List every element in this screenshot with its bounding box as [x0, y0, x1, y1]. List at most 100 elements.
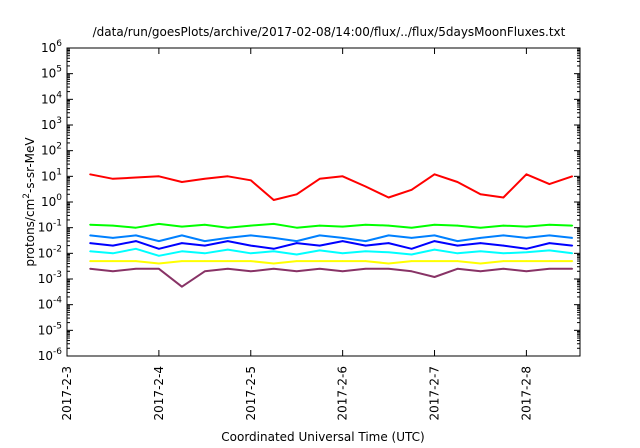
series-5-point	[525, 251, 528, 254]
series-4-point	[89, 242, 91, 244]
y-tick-label: 10-5	[38, 321, 62, 337]
series-4-point	[250, 244, 252, 247]
series-4-point	[204, 244, 206, 247]
series-7-point	[272, 268, 275, 270]
series-7-point	[318, 268, 321, 270]
series-1-point	[364, 185, 367, 188]
y-tick-label: 105	[41, 65, 62, 81]
series-1-point	[204, 178, 206, 180]
series-3-point	[479, 237, 482, 239]
series-line-7	[89, 267, 573, 288]
series-5-point	[479, 250, 482, 253]
series-6-point	[158, 262, 160, 265]
series-1-point	[250, 179, 252, 182]
series-6-point	[272, 262, 275, 265]
series-2-point	[158, 223, 160, 225]
series-4-point	[525, 248, 528, 250]
series-5-point	[318, 249, 321, 252]
series-4-point	[571, 244, 574, 247]
series-5-point	[364, 250, 367, 253]
series-3-point	[318, 234, 321, 237]
series-3-point	[433, 234, 436, 237]
series-1-point	[433, 173, 436, 176]
series-5-point	[181, 250, 183, 253]
series-4-point	[295, 242, 298, 244]
y-tick-label: 10-4	[38, 296, 63, 312]
series-1-point	[548, 183, 551, 185]
x-tick-label: 2017-2-3	[60, 366, 74, 420]
series-3-point	[456, 240, 459, 242]
plot-frame	[66, 47, 581, 357]
series-7-point	[364, 268, 367, 270]
series-1-point	[318, 178, 321, 180]
series-3-point	[181, 234, 183, 237]
series-2-point	[295, 226, 298, 229]
y-tick-label: 100	[41, 193, 62, 209]
y-tick-label: 10-1	[38, 219, 62, 235]
series-2-point	[227, 226, 229, 229]
series-4-point	[433, 240, 436, 242]
series-6-point	[410, 260, 413, 262]
series-7-point	[387, 268, 390, 270]
series-line-1	[89, 173, 573, 201]
series-2-point	[89, 223, 91, 226]
series-3-point	[387, 234, 390, 237]
series-2-point	[525, 225, 528, 228]
series-4-point	[318, 244, 321, 247]
y-axis-label-sup: 2	[22, 193, 32, 199]
series-4-point	[227, 240, 229, 242]
series-5-point	[341, 252, 344, 255]
series-4-point	[410, 248, 413, 250]
y-tick-label: 10-3	[38, 270, 62, 286]
series-6-point	[135, 260, 137, 262]
series-6-point	[204, 260, 206, 262]
y-tick-label: 106	[41, 39, 62, 55]
series-line-3	[89, 234, 573, 243]
series-7-point	[433, 276, 436, 278]
series-7-point	[89, 268, 91, 270]
series-line-2	[89, 222, 573, 229]
series-7-point	[227, 268, 229, 270]
y-axis-label-base: protons/cm	[23, 199, 37, 267]
series-4-point	[112, 244, 114, 247]
series-4-point	[548, 242, 551, 244]
series-5-point	[272, 250, 275, 253]
series-1-point	[387, 196, 390, 199]
series-7-point	[295, 270, 298, 273]
series-6-point	[250, 260, 252, 262]
series-4-point	[135, 240, 137, 242]
series-4-point	[502, 244, 505, 247]
series-4-point	[158, 248, 160, 250]
series-1-point	[479, 193, 482, 196]
series-2-point	[204, 223, 206, 226]
series-1-point	[295, 193, 298, 196]
series-3-point	[112, 237, 114, 239]
y-tick-label: 102	[41, 142, 62, 158]
x-tick-label: 2017-2-6	[336, 366, 350, 420]
y-axis-label: protons/cm2-s-sr-MeV	[22, 137, 37, 267]
series-6-point	[181, 260, 183, 262]
series-7-point	[456, 268, 459, 270]
series-7-point	[548, 268, 551, 270]
series-6-point	[341, 260, 344, 262]
series-5-point	[410, 253, 413, 256]
series-3-point	[135, 234, 137, 237]
series-5-point	[135, 248, 137, 250]
series-2-point	[272, 223, 275, 225]
series-5-point	[204, 252, 206, 255]
series-4-point	[387, 242, 390, 244]
series-6-point	[387, 262, 390, 265]
series-7-point	[112, 270, 114, 273]
series-2-point	[135, 226, 137, 229]
series-1-point	[135, 176, 137, 179]
series-1-point	[410, 189, 413, 191]
series-1-point	[181, 181, 183, 183]
series-2-point	[479, 226, 482, 229]
series-6-point	[525, 260, 528, 262]
series-7-point	[158, 268, 160, 270]
series-1-point	[112, 178, 114, 180]
series-3-point	[525, 237, 528, 239]
series-7-point	[410, 270, 413, 273]
series-2-point	[456, 224, 459, 227]
series-3-point	[295, 240, 298, 242]
